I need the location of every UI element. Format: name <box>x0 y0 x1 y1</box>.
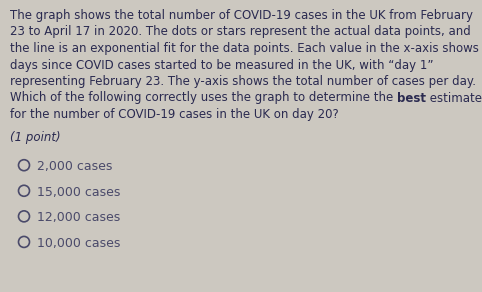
Text: 23 to April 17 in 2020. The dots or stars represent the actual data points, and: 23 to April 17 in 2020. The dots or star… <box>10 25 471 39</box>
Text: Which of the following correctly uses the graph to determine the: Which of the following correctly uses th… <box>10 91 397 105</box>
Text: 15,000 cases: 15,000 cases <box>37 186 120 199</box>
Text: 12,000 cases: 12,000 cases <box>37 211 120 224</box>
Text: best: best <box>397 91 426 105</box>
Text: representing February 23. The y-axis shows the total number of cases per day.: representing February 23. The y-axis sho… <box>10 75 476 88</box>
Text: the line is an exponential fit for the data points. Each value in the x-axis sho: the line is an exponential fit for the d… <box>10 42 479 55</box>
Text: (1 point): (1 point) <box>10 131 61 143</box>
Text: estimate: estimate <box>426 91 482 105</box>
Text: days since COVID cases started to be measured in the UK, with “day 1”: days since COVID cases started to be mea… <box>10 58 433 72</box>
Text: 2,000 cases: 2,000 cases <box>37 160 112 173</box>
Text: 10,000 cases: 10,000 cases <box>37 237 120 250</box>
Text: for the number of COVID-19 cases in the UK on day 20?: for the number of COVID-19 cases in the … <box>10 108 339 121</box>
Text: The graph shows the total number of COVID-19 cases in the UK from February: The graph shows the total number of COVI… <box>10 9 473 22</box>
